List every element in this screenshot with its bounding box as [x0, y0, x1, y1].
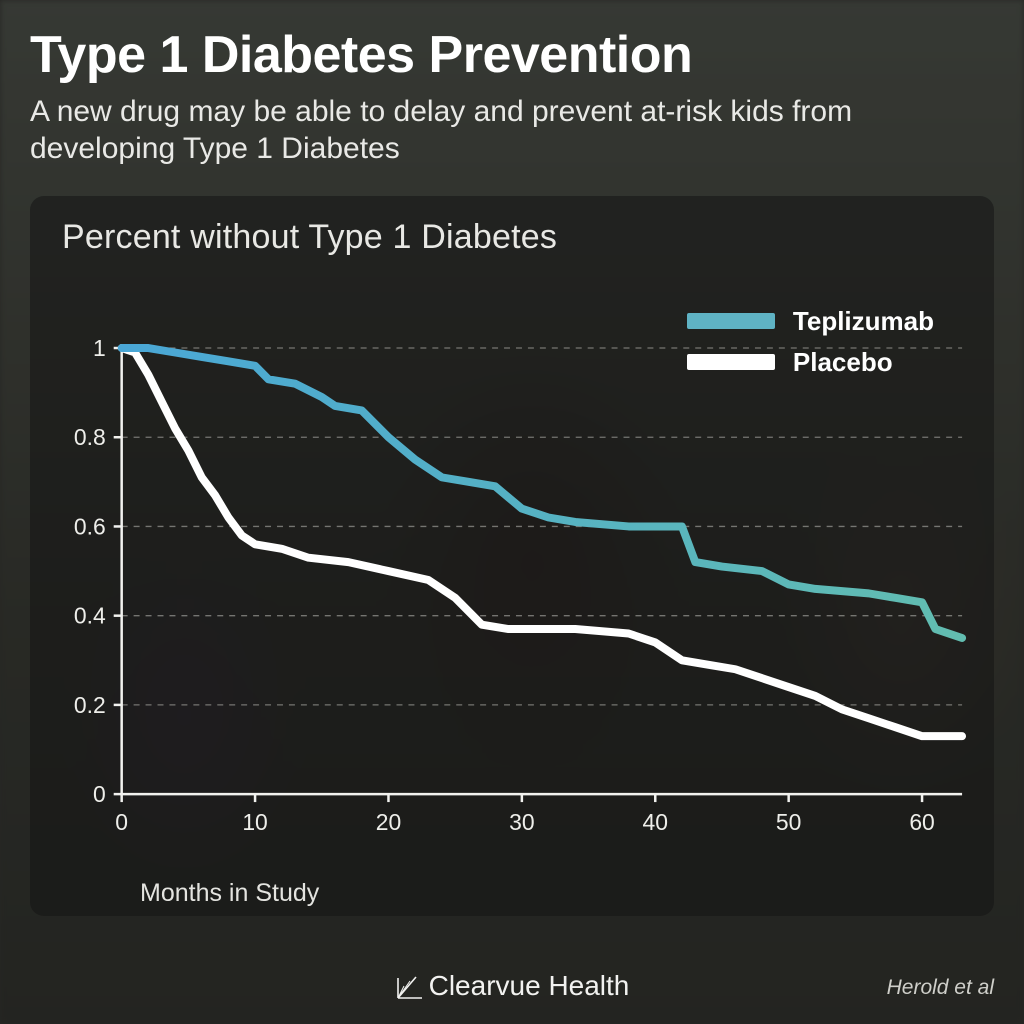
svg-text:60: 60: [909, 809, 934, 835]
svg-text:0.2: 0.2: [74, 691, 106, 717]
chart-gridlines: [122, 348, 962, 705]
svg-text:50: 50: [776, 809, 801, 835]
svg-text:30: 30: [509, 809, 534, 835]
page-subtitle: A new drug may be able to delay and prev…: [30, 93, 994, 168]
svg-text:20: 20: [376, 809, 401, 835]
plot-area: 0 0.2 0.4 0.6 0.8 1 0 10 20 30 40 50 60: [44, 286, 980, 888]
svg-text:0: 0: [93, 781, 106, 807]
svg-text:40: 40: [643, 809, 668, 835]
brand-name: Clearvue Health: [429, 970, 630, 1002]
svg-text:0.8: 0.8: [74, 424, 106, 450]
chart-lines: [122, 348, 962, 736]
brand-logo-icon: [395, 971, 425, 1001]
footer: Clearvue Health: [0, 970, 1024, 1002]
chart-panel: Percent without Type 1 Diabetes Teplizum…: [30, 196, 994, 916]
brand: Clearvue Health: [395, 970, 630, 1002]
page-title: Type 1 Diabetes Prevention: [30, 28, 994, 83]
y-tick-labels: 0 0.2 0.4 0.6 0.8 1: [74, 335, 106, 807]
chart-title: Percent without Type 1 Diabetes: [62, 218, 980, 257]
svg-text:0.4: 0.4: [74, 602, 106, 628]
svg-text:10: 10: [242, 809, 267, 835]
svg-text:1: 1: [93, 335, 106, 361]
chart-axes: [114, 348, 962, 802]
x-tick-labels: 0 10 20 30 40 50 60: [115, 809, 934, 835]
chart-svg: 0 0.2 0.4 0.6 0.8 1 0 10 20 30 40 50 60: [44, 286, 980, 888]
svg-text:0: 0: [115, 809, 128, 835]
x-axis-label: Months in Study: [140, 879, 319, 908]
svg-text:0.6: 0.6: [74, 513, 106, 539]
content-root: Type 1 Diabetes Prevention A new drug ma…: [0, 0, 1024, 1024]
attribution: Herold et al: [887, 976, 994, 1000]
